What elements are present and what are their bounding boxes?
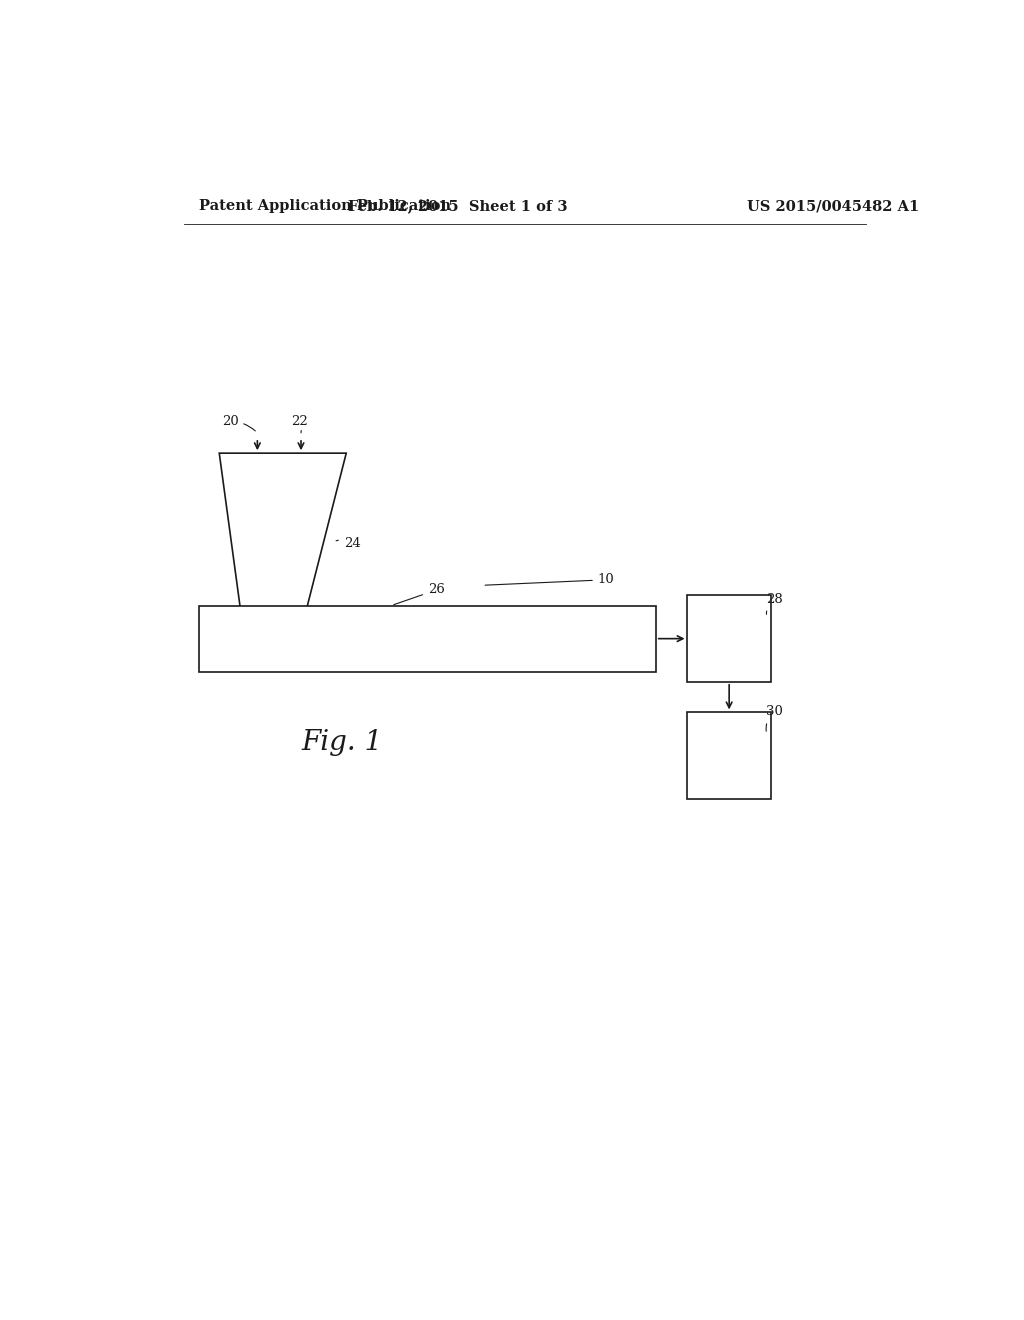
Text: Feb. 12, 2015  Sheet 1 of 3: Feb. 12, 2015 Sheet 1 of 3 (347, 199, 567, 213)
Text: Fig. 1: Fig. 1 (302, 730, 383, 756)
Bar (687, 595, 771, 682)
Polygon shape (219, 453, 346, 647)
Bar (687, 713, 771, 799)
Text: 26: 26 (393, 583, 444, 605)
Text: 22: 22 (291, 414, 307, 433)
Text: 10: 10 (485, 573, 614, 586)
Text: 28: 28 (766, 593, 782, 614)
Text: 20: 20 (221, 414, 255, 430)
Text: 30: 30 (766, 705, 783, 731)
Bar (200, 606, 655, 672)
Text: US 2015/0045482 A1: US 2015/0045482 A1 (748, 199, 920, 213)
Text: 24: 24 (336, 537, 360, 549)
Text: Patent Application Publication: Patent Application Publication (200, 199, 452, 213)
